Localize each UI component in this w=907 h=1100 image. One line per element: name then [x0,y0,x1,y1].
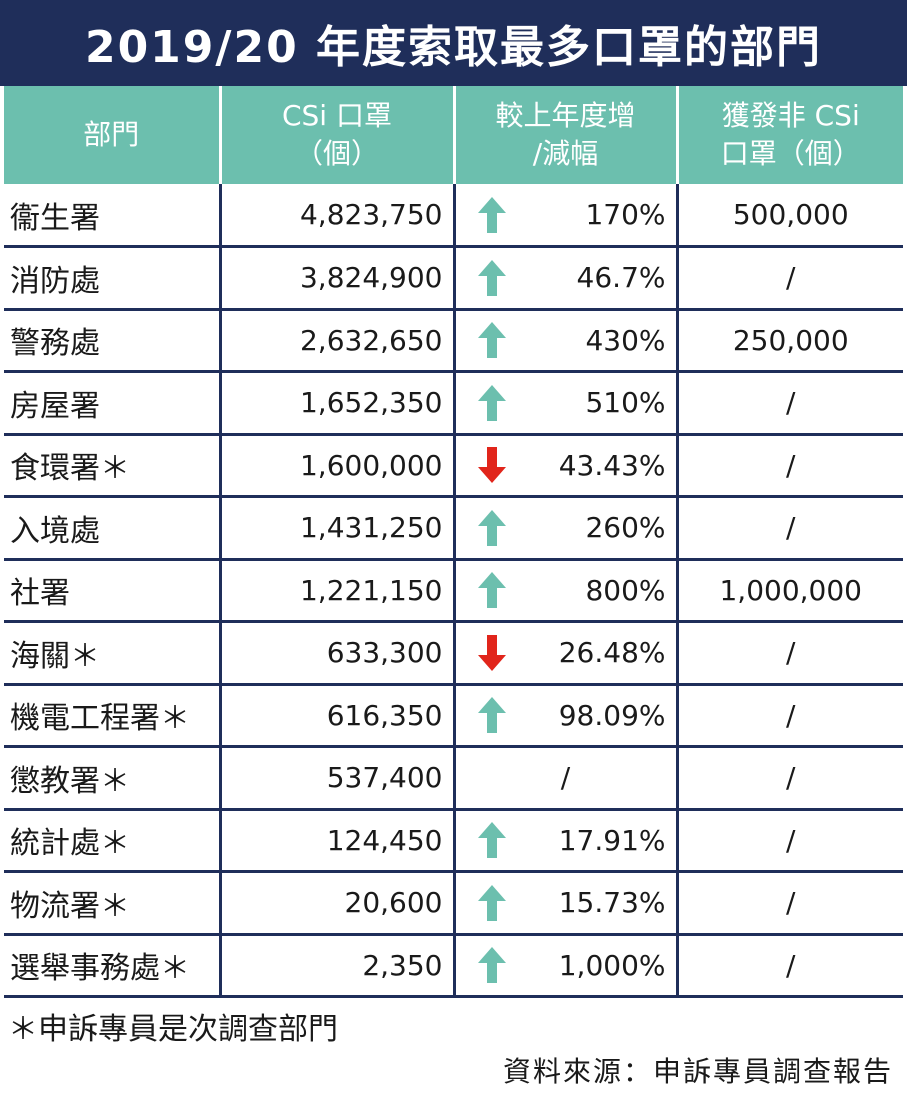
csi-count-cell: 616,350 [220,684,456,748]
arrow-up-icon [477,884,506,921]
change-cell: 430% [454,309,679,373]
csi-count-cell: 3,824,900 [220,246,456,311]
csi-count-cell: 20,600 [220,871,456,936]
dept-cell: 物流署＊ [4,871,222,936]
dept-cell: 入境處 [4,496,222,561]
dept-cell: 警務處 [4,309,222,373]
non-csi-count-cell: / [677,496,903,561]
table-row: 選舉事務處＊ 2,350 1,000% / [4,934,903,998]
change-cell: 1,000% [454,934,679,998]
arrow-up-icon [477,947,506,984]
header-dept: 部門 [4,86,222,184]
change-cell: 17.91% [454,809,679,873]
non-csi-count-cell: / [677,434,903,498]
csi-count-cell: 633,300 [220,621,456,686]
non-csi-count-cell: / [677,934,903,998]
non-csi-count-cell: / [677,621,903,686]
arrow-up-icon [477,259,506,296]
csi-count-cell: 1,652,350 [220,371,456,436]
table-row: 房屋署 1,652,350 510% / [4,371,903,436]
dept-cell: 衞生署 [4,184,222,248]
dept-cell: 懲教署＊ [4,746,222,811]
non-csi-count-cell: 500,000 [677,184,903,248]
change-cell: 26.48% [454,621,679,686]
dept-cell: 社署 [4,559,222,623]
arrow-up-icon [477,822,506,859]
csi-count-cell: 2,632,650 [220,309,456,373]
table-header-row: 部門 CSi 口罩 （個） 較上年度增/減幅 獲發非 CSi 口罩（個） [4,86,903,184]
csi-count-cell: 4,823,750 [220,184,456,248]
table-row: 機電工程署＊ 616,350 98.09% / [4,684,903,748]
table-row: 衞生署 4,823,750 170% 500,000 [4,184,903,248]
arrow-down-icon [477,447,506,484]
non-csi-count-cell: / [677,871,903,936]
dept-cell: 統計處＊ [4,809,222,873]
source-note: 資料來源：申訴專員調查報告 [502,1055,893,1088]
arrow-up-icon [477,196,506,233]
table-row: 消防處 3,824,900 46.7% / [4,246,903,311]
arrow-up-icon [477,509,506,546]
change-cell: 170% [454,184,679,248]
arrow-down-icon [477,634,506,671]
table-body: 衞生署 4,823,750 170% 500,000 消防處 3,824,900 46.7%… [4,184,903,998]
non-csi-count-cell: / [677,684,903,748]
header-csi: CSi 口罩 （個） [220,86,456,184]
csi-count-cell: 537,400 [220,746,456,811]
arrow-up-icon [477,697,506,734]
change-cell: 15.73% [454,871,679,936]
header-non-csi: 獲發非 CSi 口罩（個） [677,86,903,184]
table-row: 社署 1,221,150 800% 1,000,000 [4,559,903,623]
change-cell: 98.09% [454,684,679,748]
csi-count-cell: 124,450 [220,809,456,873]
mask-department-table: 部門 CSi 口罩 （個） 較上年度增/減幅 獲發非 CSi 口罩（個） 衞生署 4,… [4,86,903,998]
csi-count-cell: 2,350 [220,934,456,998]
csi-count-cell: 1,221,150 [220,559,456,623]
csi-count-cell: 1,431,250 [220,496,456,561]
table-row: 警務處 2,632,650 430% 250,000 [4,309,903,373]
page-title: 2019/20 年度索取最多口罩的部門 [0,0,907,86]
non-csi-count-cell: / [677,746,903,811]
dept-cell: 消防處 [4,246,222,311]
change-cell: 510% [454,371,679,436]
non-csi-count-cell: 1,000,000 [677,559,903,623]
change-cell: 46.7% [454,246,679,311]
table-row: 食環署＊ 1,600,000 43.43% / [4,434,903,498]
arrow-up-icon [477,322,506,359]
non-csi-count-cell: 250,000 [677,309,903,373]
header-change: 較上年度增/減幅 [454,86,679,184]
dept-cell: 機電工程署＊ [4,684,222,748]
non-csi-count-cell: / [677,246,903,311]
footnote: ＊申訴專員是次調查部門 [8,1012,338,1047]
dept-cell: 選舉事務處＊ [4,934,222,998]
table-row: 統計處＊ 124,450 17.91% / [4,809,903,873]
change-cell: 800% [454,559,679,623]
non-csi-count-cell: / [677,809,903,873]
csi-count-cell: 1,600,000 [220,434,456,498]
dept-cell: 海關＊ [4,621,222,686]
arrow-up-icon [477,572,506,609]
table-row: 入境處 1,431,250 260% / [4,496,903,561]
change-cell: 260% [454,496,679,561]
dept-cell: 食環署＊ [4,434,222,498]
arrow-up-icon [477,384,506,421]
table-row: 海關＊ 633,300 26.48% / [4,621,903,686]
non-csi-count-cell: / [677,371,903,436]
table-row: 物流署＊ 20,600 15.73% / [4,871,903,936]
dept-cell: 房屋署 [4,371,222,436]
change-cell: 43.43% [454,434,679,498]
change-cell: / [454,746,679,811]
table-row: 懲教署＊ 537,400// [4,746,903,811]
